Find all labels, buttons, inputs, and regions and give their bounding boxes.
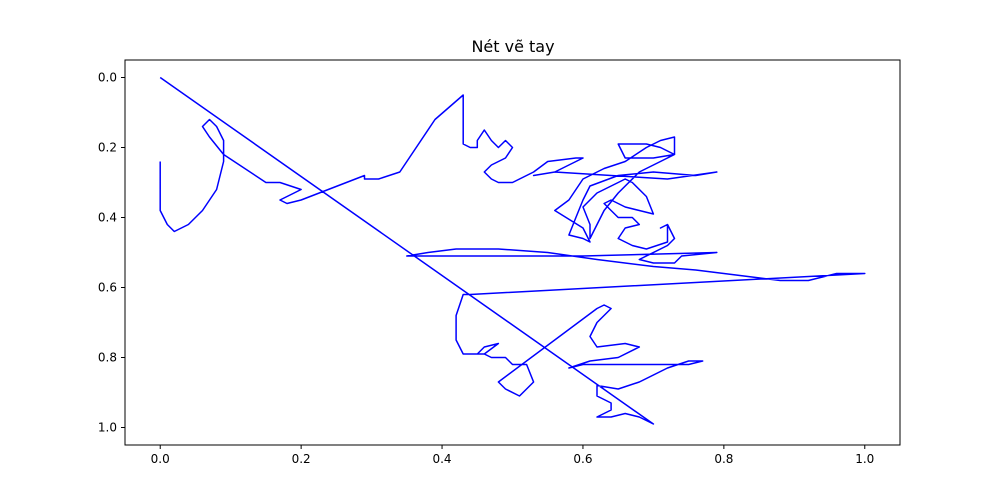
y-tick-label: 0.8 (98, 351, 117, 365)
chart-title: Nét vẽ tay (471, 37, 554, 56)
y-tick-label: 0.2 (98, 141, 117, 155)
y-tick-label: 0.4 (98, 211, 117, 225)
y-tick-label: 0.0 (98, 71, 117, 85)
series-line (159, 76, 866, 425)
x-tick-label: 1.0 (855, 452, 874, 466)
x-tick-label: 0.0 (151, 452, 170, 466)
x-axis: 0.0 0.2 0.4 0.6 0.8 1.0 (151, 445, 874, 466)
plot-frame (124, 59, 901, 446)
x-tick-label: 0.6 (573, 452, 592, 466)
x-tick-label: 0.4 (432, 452, 451, 466)
y-axis: 0.0 0.2 0.4 0.6 0.8 1.0 (98, 71, 125, 435)
y-tick-label: 1.0 (98, 421, 117, 435)
x-tick-label: 0.2 (292, 452, 311, 466)
y-tick-label: 0.6 (98, 281, 117, 295)
x-tick-label: 0.8 (714, 452, 733, 466)
